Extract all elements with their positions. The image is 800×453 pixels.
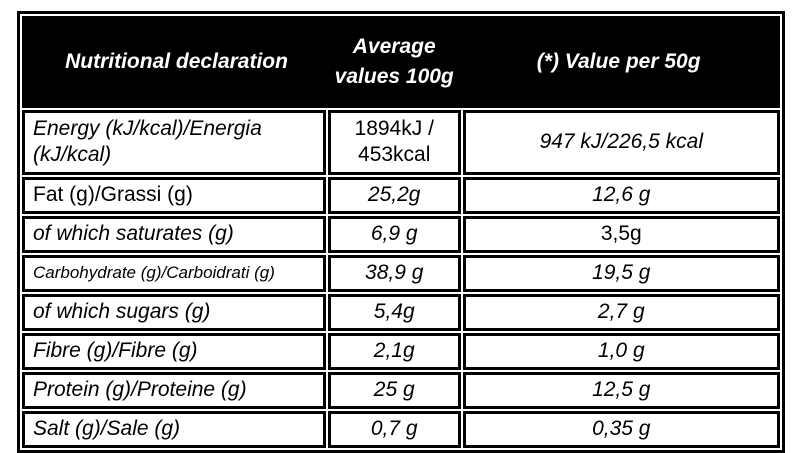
value-50g-energy: 947 kJ/226,5 kcal — [462, 110, 780, 175]
header-nutritional-declaration: Nutritional declaration — [65, 49, 288, 73]
value-50g-salt: 0,35 g — [462, 411, 780, 448]
row-salt: Salt (g)/Sale (g) 0,7 g 0,35 g — [22, 411, 780, 448]
row-protein: Protein (g)/Proteine (g) 25 g 12,5 g — [22, 372, 780, 409]
header-value-per-50g: (*) Value per 50g — [536, 49, 701, 73]
nutrient-label-energy: Energy (kJ/kcal)/Energia (kJ/kcal) — [22, 110, 326, 175]
nutrient-label-fibre: Fibre (g)/Fibre (g) — [22, 333, 326, 370]
nutrient-label-sugars: of which sugars (g) — [22, 294, 326, 331]
nutrient-label-protein: Protein (g)/Proteine (g) — [22, 372, 326, 409]
row-sugars: of which sugars (g) 5,4g 2,7 g — [22, 294, 780, 331]
value-100g-saturates: 6,9 g — [327, 216, 461, 253]
nutrient-label-fat: Fat (g)/Grassi (g) — [22, 177, 326, 214]
nutrient-label-salt: Salt (g)/Sale (g) — [22, 411, 326, 448]
value-100g-carbohydrate: 38,9 g — [327, 255, 461, 292]
value-100g-protein: 25 g — [327, 372, 461, 409]
header-layout: Nutritional declaration Average values 1… — [25, 19, 777, 105]
value-100g-salt: 0,7 g — [327, 411, 461, 448]
header-average-values-100g: Average values 100g — [328, 32, 460, 93]
row-energy: Energy (kJ/kcal)/Energia (kJ/kcal) 1894k… — [22, 110, 780, 175]
value-100g-fibre: 2,1g — [327, 333, 461, 370]
nutrition-table-container: Nutritional declaration Average values 1… — [17, 11, 785, 453]
header-average-line1: Average — [352, 34, 436, 58]
header-row: Nutritional declaration Average values 1… — [22, 16, 780, 108]
value-50g-fat: 12,6 g — [462, 177, 780, 214]
value-50g-sugars: 2,7 g — [462, 294, 780, 331]
value-50g-saturates: 3,5g — [462, 216, 780, 253]
table-header: Nutritional declaration Average values 1… — [22, 16, 780, 108]
row-fibre: Fibre (g)/Fibre (g) 2,1g 1,0 g — [22, 333, 780, 370]
value-100g-sugars: 5,4g — [327, 294, 461, 331]
value-50g-carbohydrate: 19,5 g — [462, 255, 780, 292]
header-average-line2: values 100g — [334, 65, 454, 88]
value-50g-fibre: 1,0 g — [462, 333, 780, 370]
value-100g-energy-line1: 1894kJ / — [354, 116, 434, 140]
row-saturates: of which saturates (g) 6,9 g 3,5g — [22, 216, 780, 253]
value-100g-fat: 25,2g — [327, 177, 461, 214]
nutrient-label-saturates: of which saturates (g) — [22, 216, 326, 253]
nutrient-label-carbohydrate: Carbohydrate (g)/Carboidrati (g) — [22, 255, 326, 292]
nutrition-table: Nutritional declaration Average values 1… — [17, 11, 785, 453]
value-100g-energy: 1894kJ / 453kcal — [327, 110, 461, 175]
value-50g-protein: 12,5 g — [462, 372, 780, 409]
value-100g-energy-line2: 453kcal — [358, 143, 431, 166]
row-carbohydrate: Carbohydrate (g)/Carboidrati (g) 38,9 g … — [22, 255, 780, 292]
row-fat: Fat (g)/Grassi (g) 25,2g 12,6 g — [22, 177, 780, 214]
